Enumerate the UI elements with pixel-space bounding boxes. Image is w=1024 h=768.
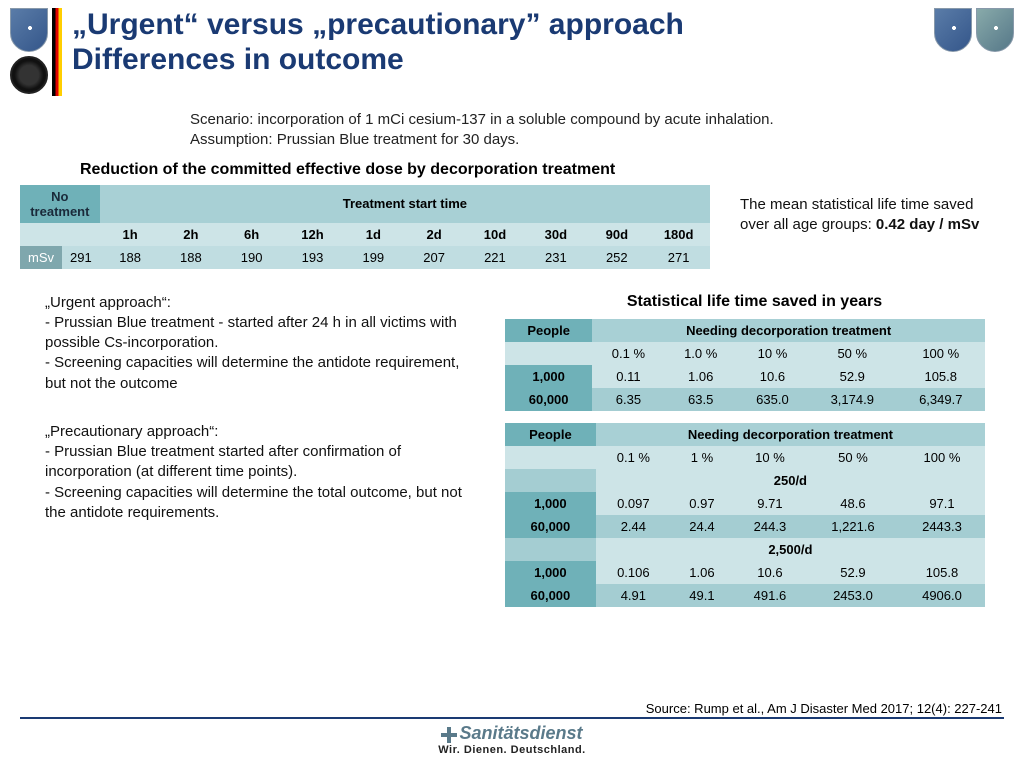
crest-icon — [934, 8, 972, 52]
col-treatment-span: Treatment start time — [100, 185, 710, 223]
footer-motto: Wir. Dienen. Deutschland. — [0, 744, 1024, 756]
logos-right — [934, 8, 1014, 52]
table1-heading: Reduction of the committed effective dos… — [80, 161, 1024, 179]
seal-icon — [10, 56, 48, 94]
scenario-text: Scenario: incorporation of 1 mCi cesium-… — [190, 110, 1024, 151]
crest-icon — [10, 8, 48, 52]
footer-rule — [20, 717, 1004, 719]
title-block: „Urgent“ versus „precautionary” approach… — [72, 8, 934, 77]
footer-service: Sanitätsdienst — [459, 723, 582, 743]
slide-footer: Sanitätsdienst Wir. Dienen. Deutschland. — [0, 717, 1024, 756]
source-citation: Source: Rump et al., Am J Disaster Med 2… — [646, 701, 1002, 716]
german-flag-icon — [52, 8, 62, 96]
col-no-treatment: No treatment — [20, 185, 100, 223]
right-tables: Statistical life time saved in years Peo… — [505, 293, 1004, 619]
slide-title-line1: „Urgent“ versus „precautionary” approach — [72, 8, 934, 43]
cross-icon — [441, 727, 457, 743]
scenario-line2: Assumption: Prussian Blue treatment for … — [190, 130, 1024, 150]
lifetime-tables-heading: Statistical life time saved in years — [505, 293, 1004, 311]
scenario-line1: Scenario: incorporation of 1 mCi cesium-… — [190, 110, 1024, 130]
dose-reduction-table: No treatment Treatment start time 1h 2h … — [20, 185, 710, 269]
table1-row: No treatment Treatment start time 1h 2h … — [0, 185, 1024, 269]
lifetime-table-urgent: PeopleNeeding decorporation treatment 0.… — [505, 319, 985, 411]
time-header-row: 1h 2h 6h 12h 1d 2d 10d 30d 90d 180d — [20, 223, 710, 246]
approaches-text: „Urgent approach“: - Prussian Blue treat… — [45, 293, 475, 619]
slide-header: „Urgent“ versus „precautionary” approach… — [0, 0, 1024, 96]
logos-left — [10, 8, 48, 94]
precautionary-block: „Precautionary approach“: - Prussian Blu… — [45, 422, 475, 523]
urgent-block: „Urgent approach“: - Prussian Blue treat… — [45, 293, 475, 394]
msv-row: mSv 291 188 188 190 193 199 207 221 231 … — [20, 246, 710, 269]
slide-title-line2: Differences in outcome — [72, 43, 934, 78]
medical-crest-icon — [976, 8, 1014, 52]
lifetime-note: The mean statistical life time saved ove… — [740, 195, 1000, 236]
lifetime-table-precautionary: PeopleNeeding decorporation treatment 0.… — [505, 423, 985, 607]
lower-section: „Urgent approach“: - Prussian Blue treat… — [0, 269, 1024, 619]
